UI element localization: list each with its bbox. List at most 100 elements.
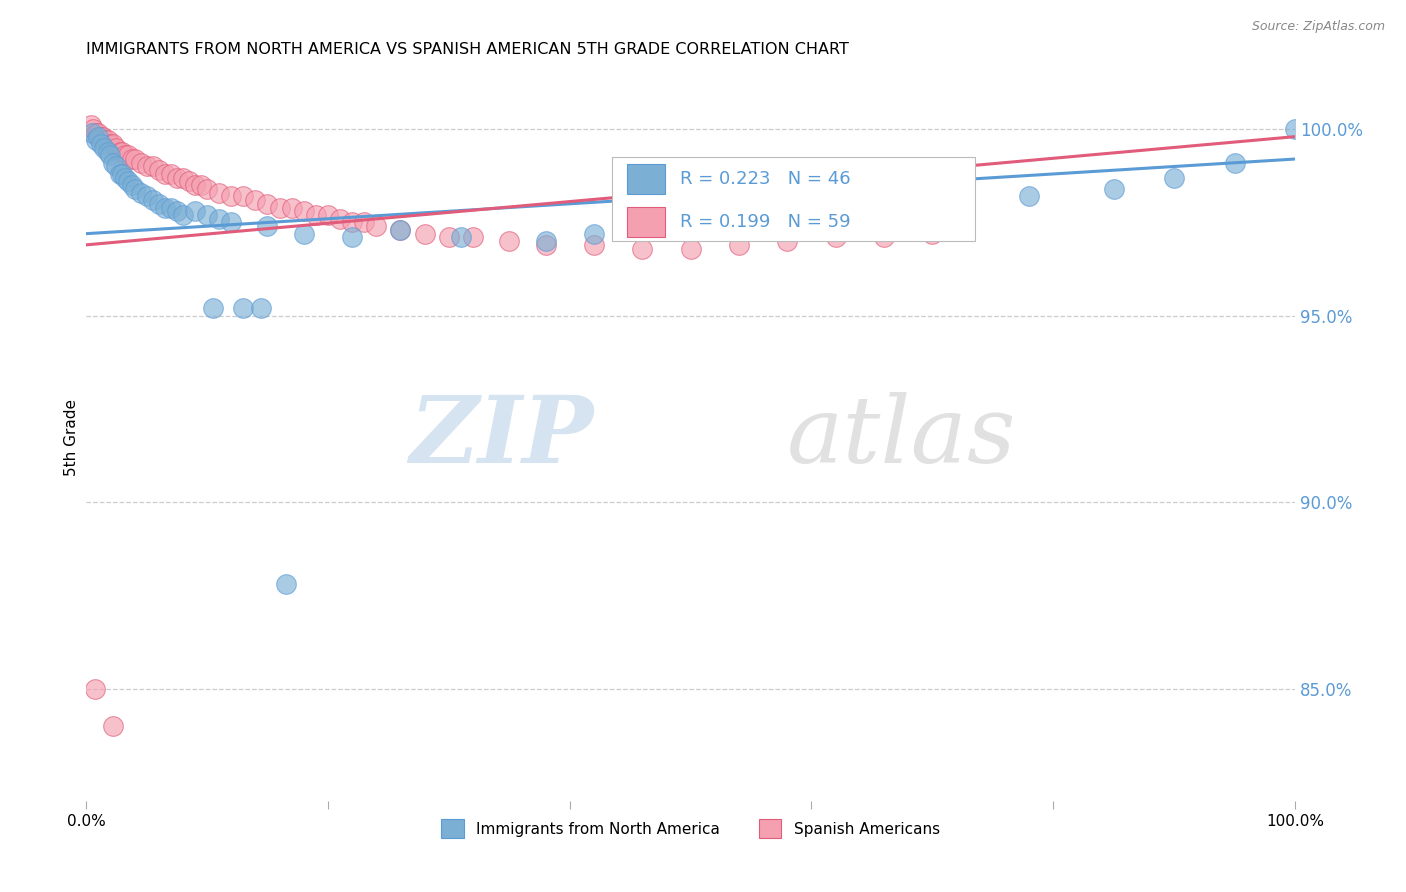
- Point: [366, 219, 388, 234]
- Point: [190, 178, 212, 193]
- Point: [135, 160, 157, 174]
- Point: [93, 141, 115, 155]
- Point: [166, 204, 188, 219]
- Text: R = 0.223   N = 46: R = 0.223 N = 46: [679, 170, 851, 188]
- Point: [498, 234, 520, 248]
- Point: [450, 230, 472, 244]
- Point: [124, 182, 146, 196]
- Point: [97, 145, 120, 159]
- Point: [740, 211, 762, 226]
- Text: R = 0.199   N = 59: R = 0.199 N = 59: [679, 213, 851, 231]
- Point: [148, 196, 170, 211]
- Point: [245, 193, 267, 207]
- Point: [582, 238, 605, 252]
- Point: [292, 227, 315, 241]
- Point: [873, 230, 896, 244]
- Point: [860, 204, 883, 219]
- Text: atlas: atlas: [787, 392, 1017, 482]
- Point: [142, 160, 165, 174]
- Point: [153, 201, 176, 215]
- Point: [1163, 170, 1185, 185]
- Point: [256, 219, 278, 234]
- Legend: Immigrants from North America, Spanish Americans: Immigrants from North America, Spanish A…: [436, 814, 946, 844]
- Point: [101, 155, 124, 169]
- Point: [340, 215, 363, 229]
- Point: [105, 141, 128, 155]
- Point: [82, 122, 104, 136]
- Point: [292, 204, 315, 219]
- Point: [776, 234, 799, 248]
- Point: [329, 211, 352, 226]
- Point: [274, 577, 297, 591]
- Point: [117, 174, 139, 188]
- Point: [232, 189, 254, 203]
- Text: Source: ZipAtlas.com: Source: ZipAtlas.com: [1251, 20, 1385, 33]
- Point: [269, 201, 291, 215]
- Point: [389, 223, 412, 237]
- Point: [340, 230, 363, 244]
- Point: [413, 227, 436, 241]
- Point: [208, 186, 231, 200]
- Point: [91, 129, 114, 144]
- Point: [87, 126, 110, 140]
- Point: [105, 160, 128, 174]
- Point: [82, 126, 104, 140]
- Y-axis label: 5th Grade: 5th Grade: [65, 399, 79, 475]
- Point: [114, 170, 136, 185]
- FancyBboxPatch shape: [627, 207, 665, 237]
- Point: [195, 208, 218, 222]
- Point: [184, 204, 207, 219]
- Point: [98, 148, 121, 162]
- Point: [114, 148, 136, 162]
- Point: [280, 201, 302, 215]
- Point: [679, 219, 702, 234]
- Point: [83, 681, 105, 696]
- Point: [582, 227, 605, 241]
- Point: [679, 242, 702, 256]
- Text: ZIP: ZIP: [409, 392, 593, 482]
- Point: [461, 230, 484, 244]
- Point: [184, 178, 207, 193]
- Point: [202, 301, 225, 316]
- Point: [172, 170, 194, 185]
- Point: [921, 227, 943, 241]
- Point: [534, 238, 557, 252]
- Point: [121, 152, 143, 166]
- Point: [117, 148, 139, 162]
- Point: [129, 155, 152, 169]
- Point: [305, 208, 328, 222]
- Point: [84, 126, 107, 140]
- Point: [148, 163, 170, 178]
- Point: [94, 133, 117, 147]
- Point: [111, 145, 134, 159]
- Point: [124, 152, 146, 166]
- Point: [195, 182, 218, 196]
- Point: [135, 189, 157, 203]
- Point: [316, 208, 339, 222]
- Point: [824, 230, 846, 244]
- Point: [1102, 182, 1125, 196]
- Point: [129, 186, 152, 200]
- Point: [142, 193, 165, 207]
- Point: [800, 208, 823, 222]
- Point: [1223, 155, 1246, 169]
- Point: [728, 238, 751, 252]
- Point: [108, 145, 131, 159]
- Point: [945, 196, 967, 211]
- Text: IMMIGRANTS FROM NORTH AMERICA VS SPANISH AMERICAN 5TH GRADE CORRELATION CHART: IMMIGRANTS FROM NORTH AMERICA VS SPANISH…: [86, 42, 849, 57]
- Point: [90, 137, 112, 152]
- Point: [437, 230, 460, 244]
- Point: [159, 167, 181, 181]
- Point: [159, 201, 181, 215]
- Point: [232, 301, 254, 316]
- Point: [219, 189, 242, 203]
- Point: [90, 129, 112, 144]
- Point: [353, 215, 375, 229]
- Point: [101, 719, 124, 733]
- Point: [108, 167, 131, 181]
- Point: [84, 133, 107, 147]
- Point: [166, 170, 188, 185]
- Point: [1284, 122, 1306, 136]
- Point: [101, 137, 124, 152]
- Point: [256, 196, 278, 211]
